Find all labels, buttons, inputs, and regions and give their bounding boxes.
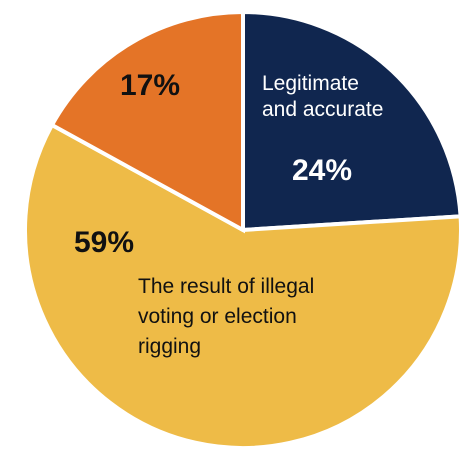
slice-category-line: Legitimate [262,72,359,95]
slice-value-label-1: 24% [292,154,352,187]
slice-category-line: and accurate [262,98,383,121]
slice-category-label-2: The result of illegal voting or election r… [138,275,314,358]
slice-value-label-3: 17% [120,69,180,102]
slice-category-line: voting or election [138,305,297,328]
pie-slice-3 [49,9,245,234]
pie-slice-1 [241,9,460,233]
pie-labels: 24% Legitimate and accurate 59%The result o… [74,69,383,358]
slice-category-label-1: Legitimate and accurate [262,72,383,121]
pie-slice-2 [23,122,460,451]
slice-value-label-2: 59% [74,226,134,259]
slice-category-line: rigging [138,335,201,358]
pie-slices [23,9,460,451]
slice-category-line: The result of illegal [138,275,314,298]
